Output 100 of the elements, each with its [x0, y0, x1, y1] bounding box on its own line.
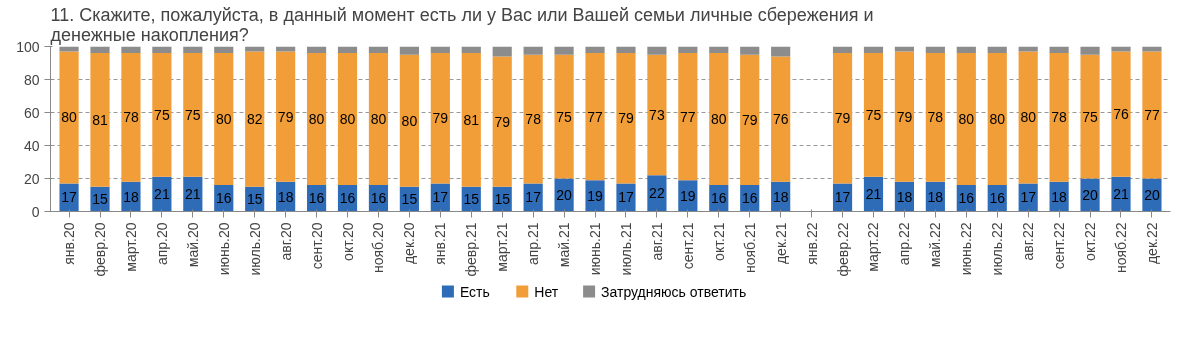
bar — [647, 46, 667, 55]
x-tick-label: нояб.21 — [741, 222, 758, 274]
data-label: 77 — [680, 108, 696, 125]
x-tick-label: июнь.21 — [587, 222, 604, 276]
bar — [276, 51, 296, 182]
data-label: 80 — [989, 111, 1006, 128]
bar — [183, 53, 203, 177]
x-tick-label: авг.20 — [277, 222, 294, 261]
data-label: 80 — [370, 111, 387, 128]
bar — [430, 46, 450, 54]
x-tick-label: дек.22 — [1143, 222, 1160, 265]
x-tick-label: янв.21 — [432, 222, 449, 265]
y-tick-label: 60 — [23, 104, 40, 121]
data-label: 18 — [896, 188, 913, 205]
legend-label: Есть — [459, 283, 490, 300]
data-label: 81 — [463, 111, 480, 128]
x-tick-label: февр.20 — [92, 222, 108, 277]
data-label: 18 — [1051, 188, 1068, 205]
data-label: 16 — [215, 190, 232, 207]
data-label: 75 — [154, 106, 170, 123]
bar — [183, 46, 203, 54]
y-tick-label: 100 — [16, 38, 40, 55]
bar — [214, 46, 234, 54]
data-label: 80 — [958, 111, 975, 128]
data-label: 81 — [92, 111, 108, 128]
x-tick-label: июнь.20 — [215, 222, 232, 276]
bar — [1049, 46, 1069, 54]
bar — [616, 183, 636, 212]
bar — [956, 53, 976, 186]
bar — [894, 51, 915, 182]
bar — [399, 46, 419, 55]
data-label: 18 — [927, 188, 944, 205]
data-label: 17 — [834, 189, 851, 206]
data-label: 17 — [525, 189, 542, 206]
x-tick-label: нояб.20 — [370, 222, 387, 274]
x-tick-label: апр.21 — [525, 222, 542, 266]
data-label: 80 — [308, 111, 325, 128]
bar — [430, 53, 450, 184]
bar — [399, 54, 419, 187]
bar — [771, 56, 791, 182]
data-label: 17 — [432, 189, 449, 206]
x-tick-label: окт.22 — [1082, 222, 1099, 261]
data-label: 16 — [370, 190, 387, 207]
bar — [647, 54, 667, 176]
data-label: 15 — [463, 191, 480, 208]
data-label: 18 — [123, 188, 139, 205]
data-label: 78 — [1051, 109, 1068, 126]
x-tick-label: окт.21 — [710, 222, 727, 261]
bar — [523, 54, 543, 184]
bar — [1049, 53, 1069, 182]
data-label: 19 — [587, 187, 604, 204]
bar — [987, 46, 1007, 54]
legend-label: Нет — [534, 283, 559, 300]
bar — [740, 46, 760, 55]
data-label: 76 — [772, 111, 789, 128]
data-label: 16 — [339, 190, 356, 207]
bar — [647, 175, 667, 212]
data-label: 20 — [556, 187, 573, 203]
bar — [678, 46, 698, 54]
x-tick-label: апр.20 — [153, 222, 170, 266]
data-label: 78 — [123, 109, 139, 126]
data-label: 17 — [1020, 189, 1037, 206]
bar — [1142, 51, 1162, 179]
data-label: 80 — [61, 109, 78, 126]
bar — [678, 53, 698, 181]
data-label: 82 — [246, 111, 263, 128]
data-label: 76 — [1113, 106, 1129, 123]
bar — [1080, 46, 1100, 55]
data-label: 17 — [61, 189, 78, 206]
x-tick-label: янв.22 — [803, 222, 820, 265]
x-tick-label: февр.22 — [834, 222, 851, 277]
data-label: 73 — [649, 106, 665, 123]
data-label: 79 — [432, 110, 449, 127]
bar — [585, 53, 605, 181]
data-label: 21 — [154, 186, 170, 203]
data-label: 15 — [401, 191, 418, 208]
y-tick-label: 40 — [23, 137, 40, 154]
bar — [616, 46, 636, 54]
bar — [863, 46, 884, 54]
x-tick-label: авг.21 — [648, 222, 665, 261]
bar — [709, 53, 729, 186]
data-label: 16 — [741, 190, 758, 207]
data-label: 78 — [525, 111, 542, 128]
x-tick-label: нояб.22 — [1113, 222, 1129, 274]
data-label: 79 — [741, 111, 758, 128]
bar — [987, 53, 1007, 186]
x-tick-label: февр.21 — [463, 222, 480, 277]
bar — [1018, 51, 1038, 184]
data-label: 16 — [958, 190, 975, 207]
bar — [523, 46, 543, 55]
bar — [492, 56, 512, 187]
data-label: 18 — [277, 188, 294, 205]
bar — [925, 53, 945, 182]
data-label: 20 — [1082, 187, 1099, 203]
x-tick-label: март.20 — [122, 222, 139, 272]
bar — [585, 46, 605, 54]
x-tick-label: янв.20 — [61, 222, 78, 265]
x-tick-label: июль.20 — [246, 222, 263, 276]
x-tick-label: март.21 — [494, 222, 511, 272]
bar — [1111, 176, 1131, 212]
